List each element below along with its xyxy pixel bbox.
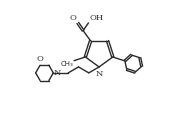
- Text: N: N: [53, 69, 61, 77]
- Text: O: O: [37, 55, 43, 63]
- Text: N: N: [95, 70, 103, 78]
- Text: OH: OH: [89, 14, 104, 22]
- Text: O: O: [70, 14, 77, 22]
- Text: CH₃: CH₃: [61, 61, 73, 67]
